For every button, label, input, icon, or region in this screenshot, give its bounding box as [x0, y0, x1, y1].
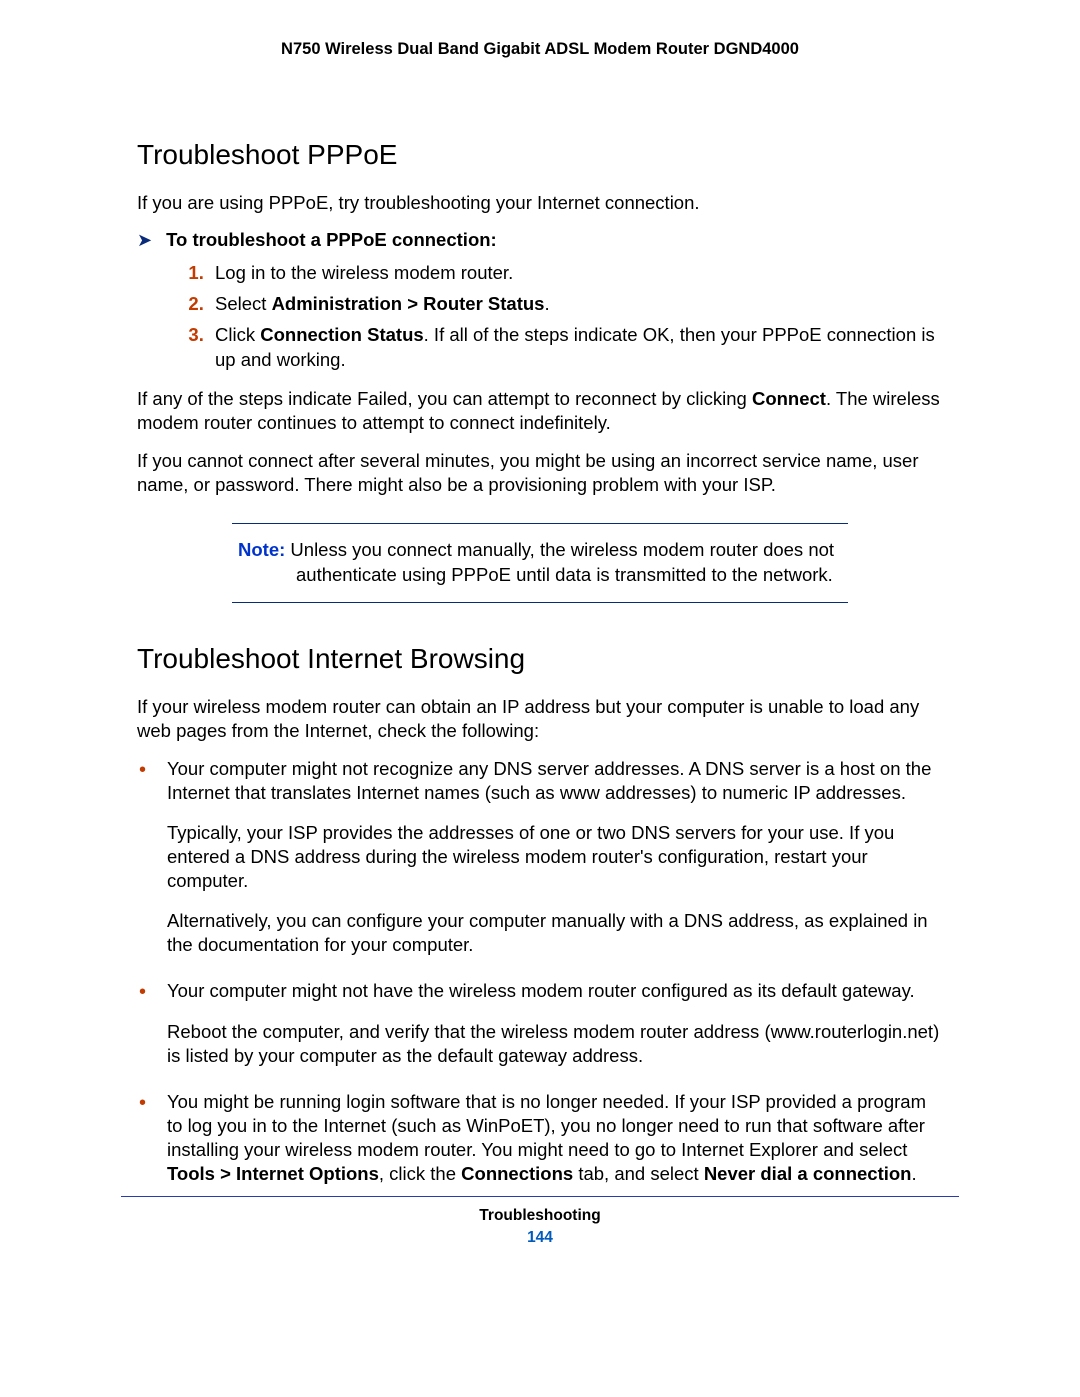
- b3-bold1: Tools > Internet Options: [167, 1163, 379, 1184]
- note-text-line1: Unless you connect manually, the wireles…: [285, 539, 834, 560]
- arrow-icon: ➤: [137, 230, 152, 251]
- b3-bold3: Never dial a connection: [704, 1163, 912, 1184]
- para2-bold: Connect: [752, 388, 826, 409]
- procedure-heading: ➤ To troubleshoot a PPPoE connection:: [137, 229, 943, 251]
- step-3: Click Connection Status. If all of the s…: [209, 323, 943, 373]
- page-footer: Troubleshooting 144: [121, 1196, 959, 1247]
- step-3-bold: Connection Status: [260, 324, 423, 345]
- procedure-title: To troubleshoot a PPPoE connection:: [166, 229, 497, 251]
- bullet-dns-p1: Your computer might not recognize any DN…: [167, 758, 931, 803]
- b3-pre: You might be running login software that…: [167, 1091, 926, 1160]
- para2-pre: If any of the steps indicate Failed, you…: [137, 388, 752, 409]
- pppoe-intro: If you are using PPPoE, try troubleshoot…: [137, 191, 943, 215]
- step-2: Select Administration > Router Status.: [209, 292, 943, 317]
- bullet-gateway: Your computer might not have the wireles…: [167, 979, 943, 1067]
- note-box: Note: Unless you connect manually, the w…: [232, 523, 848, 603]
- b3-mid1: , click the: [379, 1163, 461, 1184]
- step-3-pre: Click: [215, 324, 260, 345]
- heading-troubleshoot-pppoe: Troubleshoot PPPoE: [137, 139, 943, 171]
- bullet-gateway-p1: Your computer might not have the wireles…: [167, 980, 915, 1001]
- bullet-gateway-p2: Reboot the computer, and verify that the…: [167, 1020, 943, 1068]
- page: N750 Wireless Dual Band Gigabit ADSL Mod…: [0, 0, 1080, 1397]
- procedure-steps: Log in to the wireless modem router. Sel…: [137, 261, 943, 373]
- note-box-wrap: Note: Unless you connect manually, the w…: [137, 523, 943, 603]
- step-2-pre: Select: [215, 293, 272, 314]
- step-2-post: .: [544, 293, 549, 314]
- note-label: Note:: [238, 539, 285, 560]
- bullet-dns-p2: Typically, your ISP provides the address…: [167, 821, 943, 893]
- browsing-bullets: Your computer might not recognize any DN…: [137, 757, 943, 1186]
- footer-page-number: 144: [121, 1229, 959, 1247]
- b3-post: .: [912, 1163, 917, 1184]
- step-1-text: Log in to the wireless modem router.: [215, 262, 513, 283]
- step-2-bold: Administration > Router Status: [272, 293, 545, 314]
- bullet-login-software: You might be running login software that…: [167, 1090, 943, 1186]
- bullet-dns-p3: Alternatively, you can configure your co…: [167, 909, 943, 957]
- note-text-line2: authenticate using PPPoE until data is t…: [238, 563, 842, 588]
- pppoe-para-failed: If any of the steps indicate Failed, you…: [137, 387, 943, 435]
- step-1: Log in to the wireless modem router.: [209, 261, 943, 286]
- footer-section: Troubleshooting: [121, 1207, 959, 1225]
- b3-bold2: Connections: [461, 1163, 573, 1184]
- pppoe-para-cannot-connect: If you cannot connect after several minu…: [137, 449, 943, 497]
- b3-mid2: tab, and select: [573, 1163, 704, 1184]
- heading-troubleshoot-browsing: Troubleshoot Internet Browsing: [137, 643, 943, 675]
- bullet-dns: Your computer might not recognize any DN…: [167, 757, 943, 957]
- browsing-intro: If your wireless modem router can obtain…: [137, 695, 943, 743]
- document-header: N750 Wireless Dual Band Gigabit ADSL Mod…: [137, 40, 943, 59]
